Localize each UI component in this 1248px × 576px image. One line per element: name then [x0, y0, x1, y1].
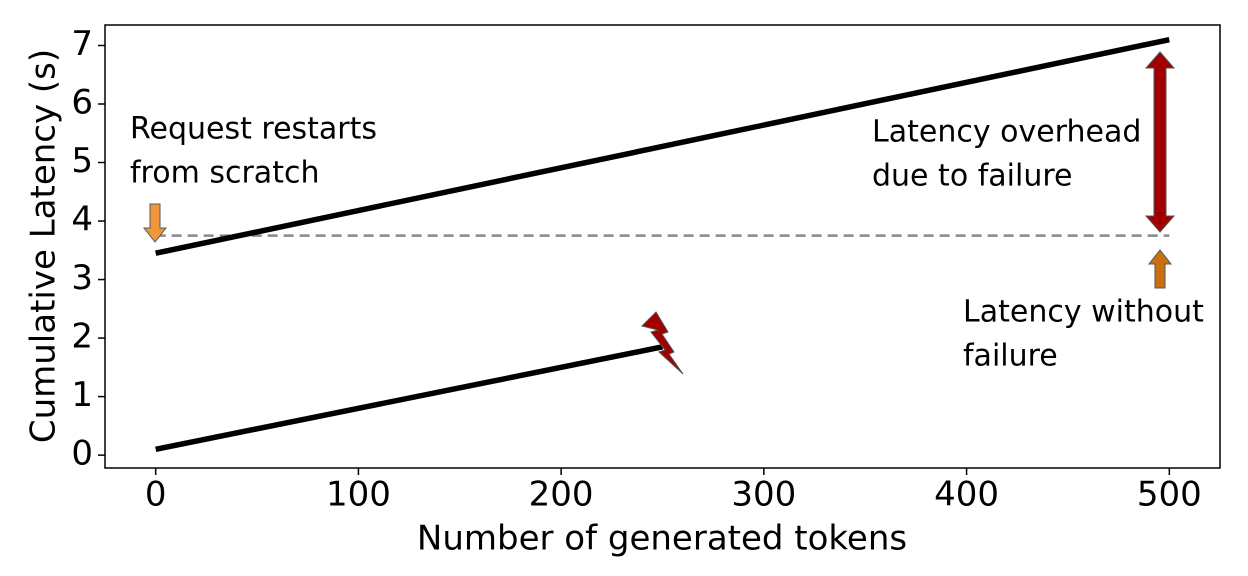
series-line	[155, 36, 1170, 256]
y-tick-label: 5	[71, 141, 93, 181]
baseline-arrow	[1147, 249, 1173, 289]
plot-frame	[104, 24, 1221, 469]
y-tick-label: 2	[71, 317, 93, 357]
annotation: Latency overhead	[872, 115, 1141, 150]
annotation: from scratch	[130, 156, 319, 191]
y-tick-label: 6	[71, 83, 93, 123]
y-tick-label: 4	[71, 200, 93, 240]
x-tick-label: 0	[145, 475, 167, 515]
x-tick-label: 300	[731, 475, 796, 515]
x-tick-label: 400	[934, 475, 999, 515]
x-tick-label: 500	[1137, 475, 1202, 515]
y-axis-label: Cumulative Latency (s)	[24, 49, 64, 443]
x-tick-label: 200	[529, 475, 594, 515]
y-tick-label: 0	[71, 434, 93, 474]
y-tick-label: 1	[71, 375, 93, 415]
overhead-arrow	[1144, 51, 1176, 233]
annotation: Request restarts	[130, 112, 377, 147]
annotation: Latency without	[963, 295, 1204, 330]
y-tick-label: 7	[71, 24, 93, 64]
x-tick-label: 100	[326, 475, 391, 515]
y-tick-label: 3	[71, 258, 93, 298]
series-line	[155, 344, 664, 452]
failure-bolt	[641, 311, 684, 375]
annotation: failure	[963, 339, 1058, 374]
restart-arrow	[142, 203, 168, 243]
annotation: due to failure	[872, 159, 1072, 194]
x-axis-label: Number of generated tokens	[417, 519, 907, 559]
